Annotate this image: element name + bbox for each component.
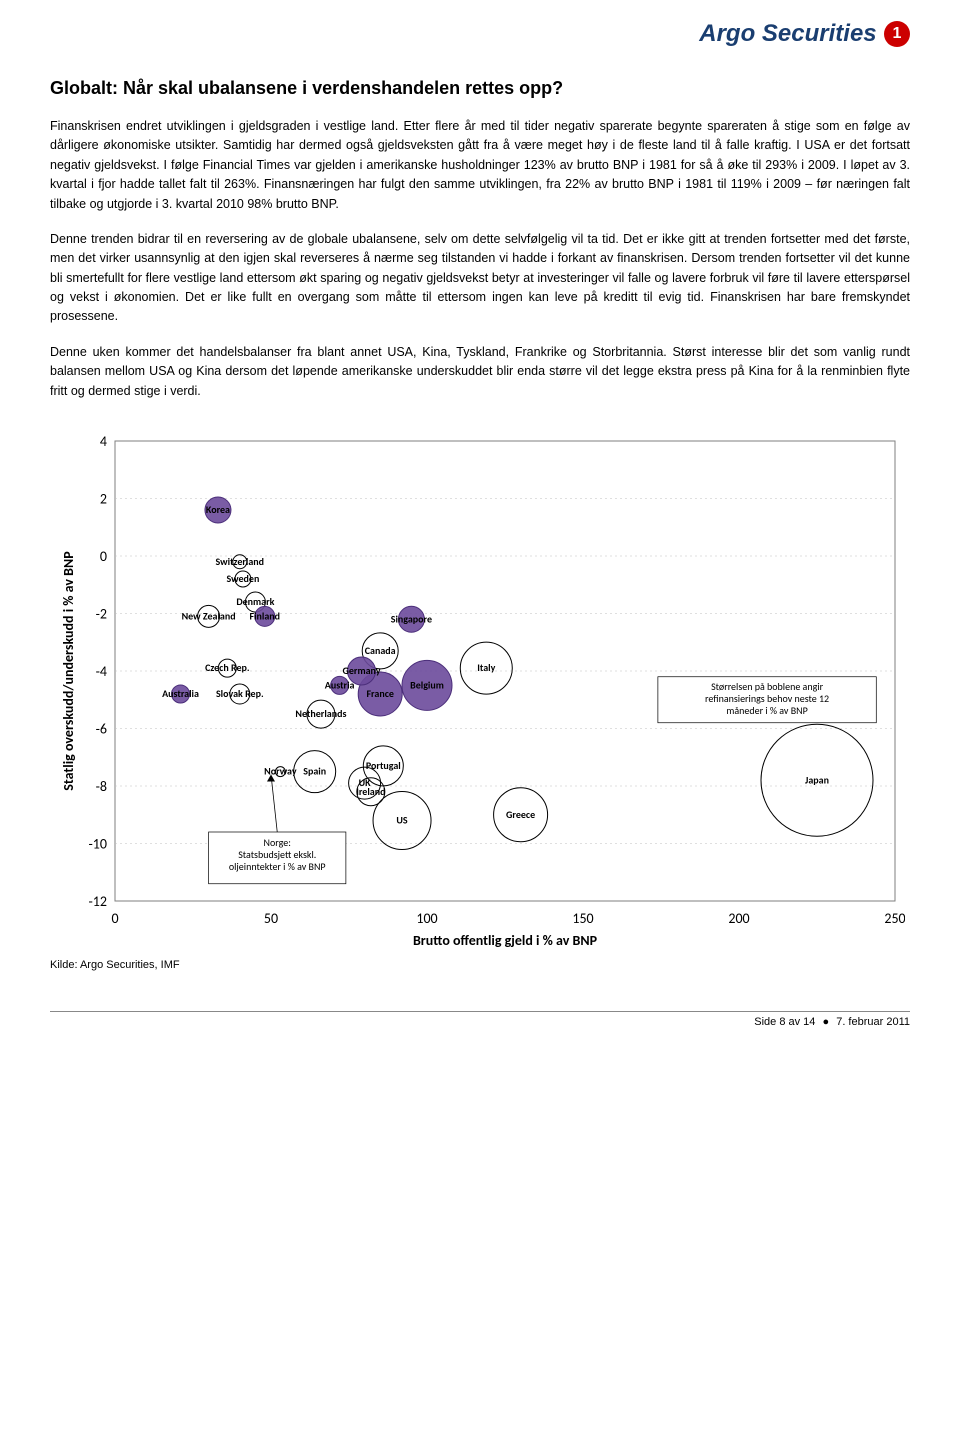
svg-text:Czech Rep.: Czech Rep. [205,661,250,674]
svg-text:-8: -8 [96,778,107,795]
svg-text:200: 200 [728,910,749,927]
svg-text:Spain: Spain [303,765,326,778]
svg-text:Austria: Austria [325,678,355,691]
svg-text:Finland: Finland [249,609,280,622]
page-title: Globalt: Når skal ubalansene i verdensha… [50,78,910,99]
svg-text:Slovak Rep.: Slovak Rep. [216,687,264,700]
svg-text:oljeinntekter i % av BNP: oljeinntekter i % av BNP [229,860,326,873]
svg-text:Norway: Norway [264,765,297,778]
footer-page: Side 8 av 14 [754,1016,815,1028]
svg-text:Singapore: Singapore [391,612,432,625]
svg-text:Sweden: Sweden [227,572,260,585]
body-paragraph: Denne trenden bidrar til en reversering … [50,230,910,327]
svg-text:Statlig overskudd/underskudd i: Statlig overskudd/underskudd i % av BNP [60,551,77,791]
svg-text:-10: -10 [89,835,107,852]
footer-date: 7. februar 2011 [836,1016,910,1028]
svg-text:0: 0 [100,548,107,565]
svg-text:Australia: Australia [162,687,199,700]
svg-text:Japan: Japan [805,773,829,786]
svg-text:Portugal: Portugal [366,759,401,772]
body-paragraph: Denne uken kommer det handelsbalanser fr… [50,343,910,401]
svg-text:-4: -4 [96,663,107,680]
svg-text:Switzerland: Switzerland [216,555,265,568]
header: Argo Securities [50,20,910,78]
chart-svg: -12 -10 -8 -6 -4 -2 0 2 4 0 50 100 150 200 250 Korea Swi… [55,431,905,951]
svg-text:Canada: Canada [365,644,396,657]
svg-text:100: 100 [416,910,437,927]
svg-text:Netherlands: Netherlands [295,707,346,720]
svg-text:Italy: Italy [477,661,495,674]
svg-text:0: 0 [111,910,118,927]
svg-text:-12: -12 [89,893,107,910]
svg-text:New Zealand: New Zealand [182,609,236,622]
svg-text:måneder i % av BNP: måneder i % av BNP [726,704,807,717]
svg-text:Greece: Greece [506,808,535,821]
svg-text:Korea: Korea [206,503,230,516]
bubble-chart: -12 -10 -8 -6 -4 -2 0 2 4 0 50 100 150 200 250 Korea Swi… [50,431,910,951]
bullet-icon: ● [818,1016,833,1028]
svg-text:2: 2 [100,490,107,507]
svg-text:50: 50 [264,910,278,927]
svg-text:US: US [396,813,408,826]
chart-source: Kilde: Argo Securities, IMF [50,959,910,971]
body-paragraph: Finanskrisen endret utviklingen i gjelds… [50,117,910,214]
svg-text:4: 4 [100,433,107,450]
svg-text:France: France [366,687,393,700]
svg-text:Brutto offentlig gjeld i % av: Brutto offentlig gjeld i % av BNP [413,932,598,949]
svg-text:Denmark: Denmark [236,595,274,608]
svg-text:Germany: Germany [342,664,380,677]
brand-icon [884,21,910,47]
svg-text:150: 150 [572,910,593,927]
page-footer: Side 8 av 14 ● 7. februar 2011 [50,1011,910,1028]
svg-text:250: 250 [884,910,905,927]
svg-text:Ireland: Ireland [356,785,385,798]
svg-text:-2: -2 [96,605,107,622]
svg-text:-6: -6 [96,720,107,737]
brand-name: Argo Securities [699,20,876,48]
svg-text:Belgium: Belgium [410,678,444,691]
